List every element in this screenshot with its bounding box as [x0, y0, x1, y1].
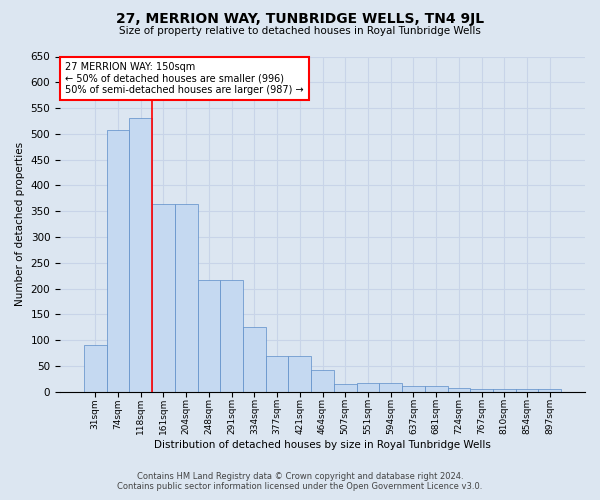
X-axis label: Distribution of detached houses by size in Royal Tunbridge Wells: Distribution of detached houses by size … — [154, 440, 491, 450]
Bar — [107, 130, 130, 392]
Bar — [493, 389, 515, 392]
Bar — [515, 388, 538, 392]
Text: 27, MERRION WAY, TUNBRIDGE WELLS, TN4 9JL: 27, MERRION WAY, TUNBRIDGE WELLS, TN4 9J… — [116, 12, 484, 26]
Bar — [197, 280, 220, 392]
Text: Contains HM Land Registry data © Crown copyright and database right 2024.
Contai: Contains HM Land Registry data © Crown c… — [118, 472, 482, 491]
Text: Size of property relative to detached houses in Royal Tunbridge Wells: Size of property relative to detached ho… — [119, 26, 481, 36]
Bar — [175, 204, 197, 392]
Bar — [130, 118, 152, 392]
Y-axis label: Number of detached properties: Number of detached properties — [15, 142, 25, 306]
Bar — [448, 388, 470, 392]
Bar — [84, 346, 107, 392]
Bar — [538, 389, 561, 392]
Bar — [402, 386, 425, 392]
Text: 27 MERRION WAY: 150sqm
← 50% of detached houses are smaller (996)
50% of semi-de: 27 MERRION WAY: 150sqm ← 50% of detached… — [65, 62, 304, 94]
Bar — [220, 280, 243, 392]
Bar — [379, 382, 402, 392]
Bar — [470, 389, 493, 392]
Bar — [243, 328, 266, 392]
Bar — [311, 370, 334, 392]
Bar — [334, 384, 356, 392]
Bar — [266, 356, 289, 392]
Bar — [152, 204, 175, 392]
Bar — [289, 356, 311, 392]
Bar — [425, 386, 448, 392]
Bar — [356, 382, 379, 392]
